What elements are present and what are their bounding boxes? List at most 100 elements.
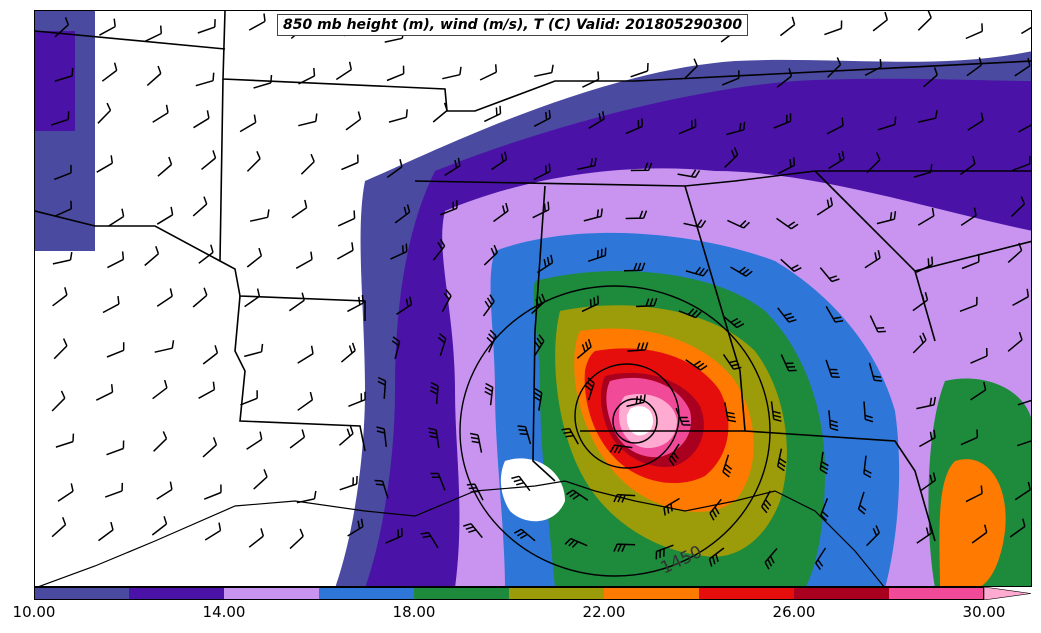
wind-barb [193, 110, 210, 129]
wind-barb [1010, 196, 1026, 217]
wind-barb [625, 210, 648, 220]
wind-barb [820, 498, 829, 522]
map-canvas: 1450 [35, 11, 1031, 586]
wind-barb [202, 345, 219, 365]
wind-barb [377, 376, 387, 399]
wind-barb [636, 298, 658, 308]
wind-barb [513, 528, 536, 542]
wind-barb [816, 197, 834, 216]
wind-barb [918, 110, 938, 123]
wind-barb [298, 113, 318, 127]
wind-barb [877, 116, 897, 131]
wind-barb [483, 105, 502, 123]
wind-barb [53, 164, 72, 181]
height-contour-outer [459, 285, 771, 577]
wind-barb [107, 208, 125, 227]
wind-barb [432, 102, 448, 123]
wind-barb [1007, 331, 1023, 352]
wind-barb [613, 543, 636, 552]
wind-barb [780, 258, 802, 272]
colorbar-cell [509, 587, 605, 600]
wind-barb [386, 159, 403, 179]
wind-barb [246, 151, 261, 172]
wind-barb [868, 362, 883, 382]
wind-barb [827, 57, 842, 78]
wind-barb [394, 204, 411, 224]
wind-barb [154, 340, 175, 353]
wind-barb [722, 454, 733, 478]
wind-barb [374, 479, 389, 499]
colorbar-tick-label: 26.00 [772, 603, 816, 621]
wind-barb [152, 379, 168, 400]
wind-barb [561, 427, 579, 445]
wind-barb [872, 11, 889, 32]
wind-barb [776, 448, 787, 472]
wind-barb [291, 199, 308, 219]
wind-barb [246, 431, 263, 450]
wind-barb [581, 295, 600, 313]
wind-barb [678, 118, 697, 135]
wind-barb [916, 396, 937, 410]
wind-barb [104, 482, 124, 498]
colorbar-cell [794, 587, 890, 600]
wind-barb [609, 444, 633, 454]
wind-barb [916, 525, 933, 544]
wind-barb [244, 343, 264, 358]
wind-barb [52, 251, 73, 265]
coastline [38, 480, 885, 586]
wind-barb [253, 469, 268, 490]
wind-barb [1017, 399, 1031, 406]
colorbar-outline [34, 587, 984, 600]
wind-barb [288, 292, 305, 312]
wind-barb [95, 384, 114, 401]
wind-barb [517, 425, 532, 445]
wind-barb [289, 429, 306, 449]
boundary-line [414, 170, 1031, 187]
wind-barb [1007, 242, 1023, 263]
wind-barb [582, 71, 600, 88]
wind-barb [396, 296, 413, 316]
wind-barb [917, 207, 935, 226]
wind-barb [533, 163, 551, 181]
wind-barb [780, 354, 797, 372]
wind-barb [511, 475, 531, 492]
wind-barb [201, 150, 217, 170]
wind-barb [675, 407, 691, 426]
wind-barb [917, 11, 932, 31]
wind-barb [99, 18, 116, 36]
wind-barb [55, 433, 75, 448]
wind-barb [726, 121, 746, 136]
wind-barb [587, 247, 607, 263]
wind-barb [776, 217, 799, 230]
storm-eye [626, 406, 653, 436]
wind-barb [864, 59, 882, 76]
wind-barb [244, 288, 261, 308]
wind-barb [727, 219, 751, 229]
boundary-line [219, 78, 366, 321]
wind-barb [491, 151, 508, 171]
wind-barb [685, 359, 708, 371]
wind-barb [919, 429, 936, 448]
wind-barb [1012, 288, 1030, 307]
wind-barb [678, 308, 702, 319]
wind-barb [913, 164, 933, 178]
wind-barb [1016, 440, 1031, 447]
wind-barb [863, 455, 872, 479]
wind-barb [819, 451, 829, 475]
wind-barb [613, 493, 636, 503]
wind-barb [564, 537, 588, 548]
wind-barb [192, 287, 208, 308]
wind-barb [463, 522, 483, 539]
wind-barb [339, 475, 358, 491]
wind-barb [863, 401, 874, 423]
wind-barb [156, 481, 173, 500]
wind-barb [824, 20, 843, 36]
wind-barb [482, 294, 495, 317]
wind-barb [54, 200, 73, 217]
wind-barb [912, 332, 927, 354]
state-boundaries [35, 11, 1031, 586]
wind-barb [197, 19, 216, 34]
wind-barb [626, 394, 646, 408]
wind-barb [466, 483, 484, 501]
wind-barb [828, 410, 839, 432]
